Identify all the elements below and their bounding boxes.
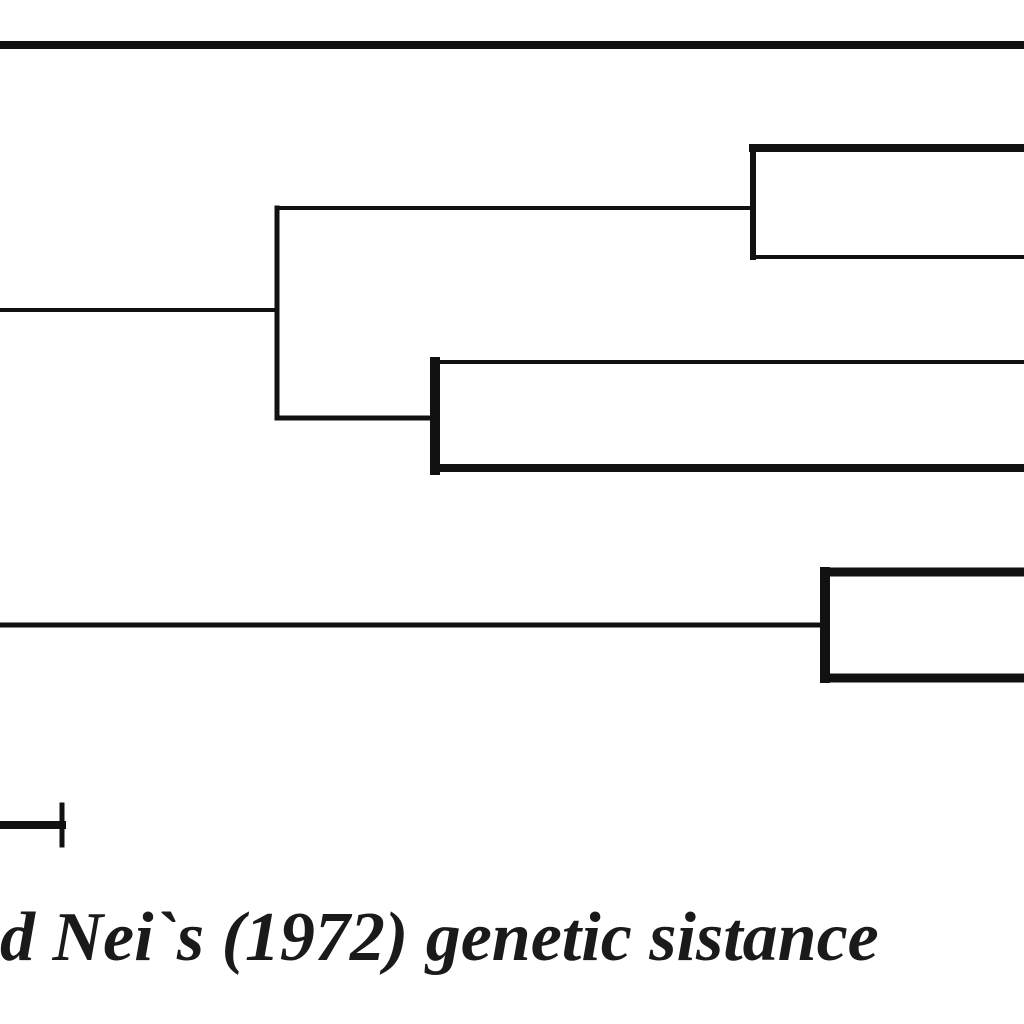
caption: d Nei`s (1972) genetic sistance (0, 899, 879, 976)
tree-branches (0, 41, 1024, 683)
scale-bar (0, 802, 66, 848)
